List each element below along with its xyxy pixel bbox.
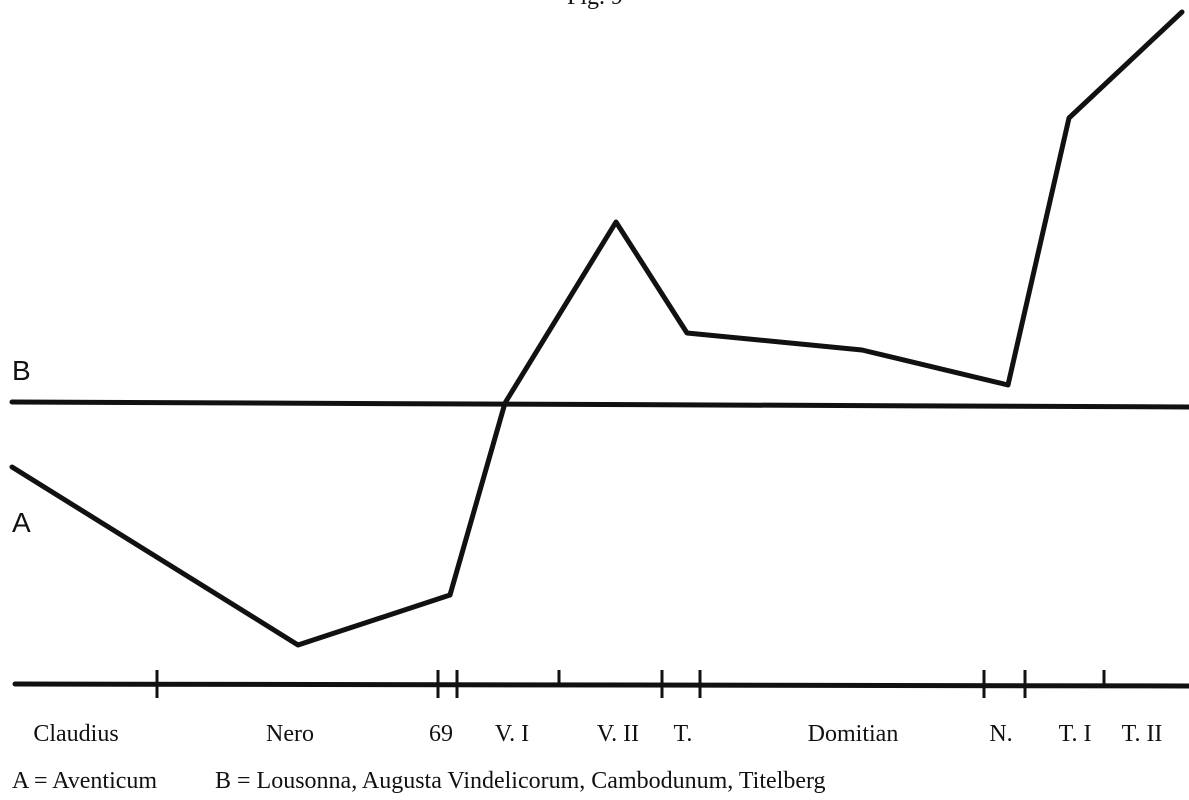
series-label: A [12, 507, 31, 538]
period-label: T. I [1059, 721, 1092, 747]
period-label: V. II [597, 721, 639, 747]
period-label: 69 [429, 721, 453, 747]
period-label: T. [674, 721, 693, 747]
figure-title: Fig. 9 [567, 0, 623, 10]
period-label: Nero [266, 721, 314, 747]
period-label: Claudius [33, 721, 118, 747]
line-b [9, 399, 1189, 410]
line-a [9, 9, 1185, 648]
timeline-ticks [155, 670, 1106, 698]
period-label: V. I [495, 721, 529, 747]
period-label: T. II [1122, 721, 1163, 747]
period-label: N. [989, 721, 1012, 747]
timeline [12, 681, 1189, 689]
legend-entry: B = Lousonna, Augusta Vindelicorum, Camb… [215, 768, 826, 794]
legend-entry: A = Aventicum [12, 768, 157, 794]
period-label: Domitian [808, 721, 899, 747]
series-label: B [12, 355, 31, 386]
